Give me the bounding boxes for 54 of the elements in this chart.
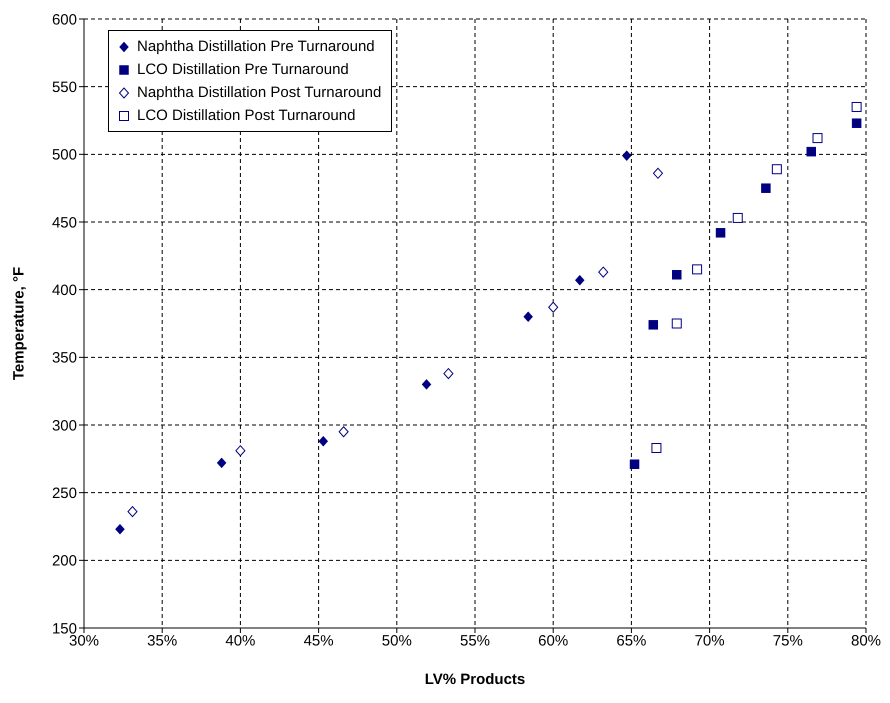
- point: [598, 266, 608, 278]
- point: [115, 524, 125, 534]
- legend-label: Naphtha Distillation Pre Turnaround: [137, 38, 375, 55]
- x-tick-label: 65%: [616, 632, 646, 650]
- y-tick-label: 400: [52, 282, 77, 299]
- x-tick-label: 70%: [694, 632, 725, 650]
- y-tick-label: 600: [52, 11, 77, 28]
- point: [318, 436, 328, 446]
- point: [443, 368, 454, 380]
- x-tick-label: 40%: [225, 632, 256, 650]
- point: [652, 168, 663, 179]
- y-tick-label: 450: [52, 214, 77, 232]
- point: [716, 228, 726, 238]
- point: [672, 318, 682, 328]
- point: [732, 212, 743, 223]
- y-tick-label: 350: [52, 350, 77, 367]
- point: [648, 320, 658, 330]
- x-tick-label: 55%: [460, 632, 490, 650]
- legend-label: LCO Distillation Post Turnaround: [137, 107, 356, 124]
- point: [772, 164, 782, 174]
- legend-label: Naphtha Distillation Post Turnaround: [137, 84, 382, 101]
- point: [622, 150, 632, 161]
- point: [523, 311, 533, 322]
- point: [216, 458, 226, 468]
- x-tick-label: 45%: [304, 632, 334, 650]
- y-axis-title: Temperature, °F: [10, 266, 28, 380]
- legend-label: LCO Distillation Pre Turnaround: [137, 61, 349, 78]
- y-tick-label: 300: [52, 417, 77, 434]
- x-tick-label: 75%: [772, 632, 803, 650]
- point: [761, 183, 771, 193]
- point: [422, 379, 432, 390]
- x-tick-label: 50%: [382, 632, 412, 650]
- x-axis-title: LV% Products: [424, 671, 526, 688]
- point: [672, 270, 682, 280]
- x-tick-label: 35%: [147, 632, 178, 650]
- point: [575, 274, 585, 286]
- y-tick-label: 200: [52, 552, 77, 570]
- y-tick-label: 550: [52, 78, 77, 96]
- point: [630, 459, 640, 469]
- x-tick-label: 80%: [850, 632, 882, 650]
- point: [548, 302, 558, 313]
- point: [235, 445, 246, 456]
- point: [127, 506, 138, 518]
- point: [338, 426, 349, 438]
- x-tick-label: 60%: [538, 632, 568, 650]
- y-tick-label: 250: [52, 484, 77, 502]
- y-tick-label: 500: [52, 146, 77, 164]
- point: [692, 264, 702, 274]
- point: [806, 146, 816, 156]
- point: [651, 443, 662, 454]
- x-tick-label: 30%: [68, 632, 100, 650]
- point: [852, 118, 862, 128]
- point: [812, 133, 823, 144]
- point: [852, 102, 862, 112]
